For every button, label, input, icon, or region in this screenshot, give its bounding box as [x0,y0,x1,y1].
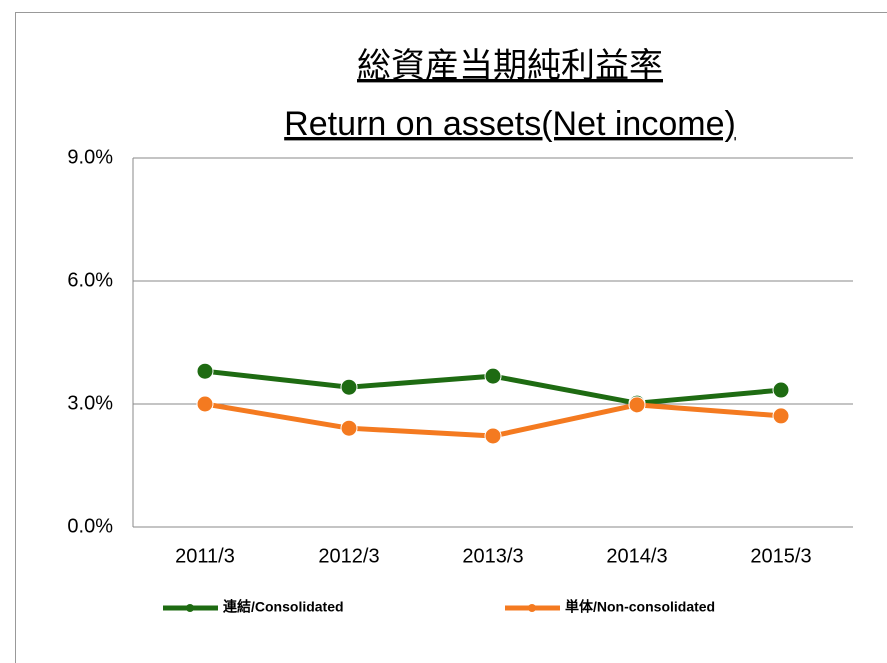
y-tick-label: 3.0% [67,392,113,414]
data-point [340,419,358,437]
legend-marker [528,604,536,612]
x-tick-label: 2013/3 [462,545,523,567]
chart-frame [15,12,887,663]
data-point [628,396,646,414]
legend-label: 単体/Non-consolidated [565,599,715,615]
data-point [484,367,502,385]
x-tick-label: 2015/3 [750,545,811,567]
data-point [196,362,214,380]
data-point [772,381,790,399]
data-point [196,395,214,413]
legend-marker [186,604,194,612]
chart-subtitle: Return on assets(Net income) [284,105,736,143]
y-tick-label: 6.0% [67,269,113,291]
data-point [484,427,502,445]
y-tick-label: 9.0% [67,146,113,168]
x-tick-label: 2011/3 [175,545,235,567]
chart-title: 総資産当期純利益率 [357,47,663,85]
data-point [772,407,790,425]
y-tick-label: 0.0% [67,515,113,537]
x-tick-label: 2012/3 [318,545,379,567]
data-point [340,378,358,396]
legend-label: 連結/Consolidated [223,599,344,615]
x-tick-label: 2014/3 [606,545,667,567]
